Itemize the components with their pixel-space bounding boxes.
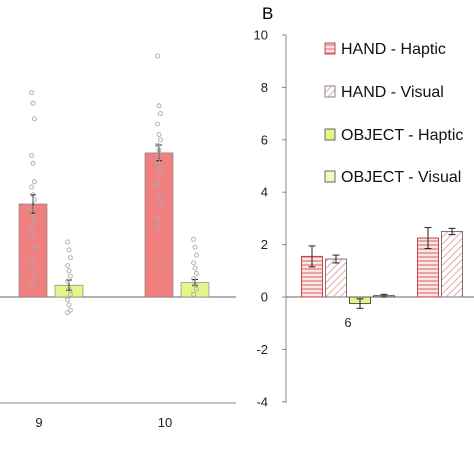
data-point: [191, 291, 197, 297]
data-point: [155, 121, 161, 127]
data-point: [155, 142, 161, 148]
data-point: [193, 286, 199, 292]
data-point: [67, 255, 73, 261]
data-point: [155, 53, 161, 59]
data-point: [31, 273, 37, 279]
data-point: [193, 270, 199, 276]
data-point: [30, 160, 36, 166]
y-tick-label: 0: [261, 290, 268, 305]
data-point: [67, 273, 73, 279]
data-point: [29, 184, 35, 190]
y-tick-label: 2: [261, 237, 268, 252]
data-point: [31, 197, 37, 203]
data-point: [191, 276, 197, 282]
panel-label-b: B: [262, 4, 273, 23]
data-point: [156, 223, 162, 229]
data-point: [65, 278, 71, 284]
data-point: [66, 247, 72, 253]
data-point: [193, 252, 199, 258]
y-tick-label: 10: [254, 28, 268, 43]
data-point: [31, 116, 37, 122]
legend-label: OBJECT - Visual: [341, 169, 461, 186]
legend-item: HAND - Visual: [324, 84, 444, 101]
legend-item: OBJECT - Haptic: [324, 127, 463, 144]
y-tick-label: 8: [261, 80, 268, 95]
data-point: [31, 244, 37, 250]
data-point: [30, 100, 36, 106]
legend: HAND - Haptic HAND - Visual OBJECT - Hap…: [324, 41, 463, 186]
data-point: [65, 297, 71, 303]
data-point: [157, 260, 163, 266]
panel-b: 10 8 6 4 2 0 -2 -4 6: [254, 28, 474, 409]
data-point: [157, 174, 163, 179]
data-point: [29, 90, 35, 96]
data-point: [191, 236, 197, 242]
data-point: [29, 205, 35, 211]
x-tick-label: 9: [35, 415, 42, 430]
data-point: [157, 111, 163, 117]
data-point: [156, 103, 162, 109]
data-point: [31, 218, 37, 224]
x-tick-label: 6: [344, 315, 351, 330]
red-diagonal-stripe-swatch: [324, 85, 336, 98]
data-point: [66, 286, 72, 292]
data-point: [192, 281, 198, 287]
data-point: [30, 210, 36, 216]
data-point: [65, 239, 71, 245]
panel-a: 9 10: [0, 53, 236, 430]
legend-label: HAND - Visual: [341, 84, 444, 101]
y-tick-label: -2: [256, 342, 268, 357]
y-tick-label: 6: [261, 132, 268, 147]
data-point: [156, 166, 162, 172]
data-point: [157, 153, 163, 158]
data-point: [191, 260, 197, 266]
bar: [325, 258, 347, 298]
data-point: [31, 179, 37, 185]
data-point: [157, 202, 163, 208]
data-point: [30, 192, 36, 198]
data-point: [66, 302, 72, 308]
data-point: [65, 263, 71, 269]
data-point: [156, 132, 162, 138]
data-point: [192, 244, 198, 250]
legend-item: HAND - Haptic: [324, 41, 446, 58]
data-point: [30, 263, 36, 269]
data-point: [67, 307, 73, 313]
data-point: [65, 310, 71, 316]
red-horizontal-stripe-swatch: [324, 42, 336, 55]
legend-item: OBJECT - Visual: [324, 169, 461, 186]
data-point: [155, 215, 161, 221]
data-point: [29, 153, 35, 158]
data-point: [67, 291, 73, 297]
y-tick-label: -4: [256, 394, 268, 409]
data-point: [29, 226, 35, 232]
data-point: [66, 268, 72, 274]
data-point: [156, 147, 162, 153]
legend-label: HAND - Haptic: [341, 41, 446, 58]
data-point: [29, 281, 35, 287]
data-point: [157, 137, 163, 143]
data-point: [192, 265, 198, 271]
legend-label: OBJECT - Haptic: [341, 127, 463, 144]
data-point: [30, 234, 36, 240]
yellow-solid-swatch: [324, 128, 336, 141]
pale-yellow-solid-swatch: [324, 170, 336, 183]
bar: [441, 231, 463, 298]
data-point: [29, 255, 35, 261]
data-point: [155, 158, 161, 164]
data-point: [156, 192, 162, 198]
x-tick-label: 10: [158, 415, 172, 430]
bar: [144, 152, 174, 298]
data-point: [155, 181, 161, 187]
y-tick-label: 4: [261, 185, 268, 200]
